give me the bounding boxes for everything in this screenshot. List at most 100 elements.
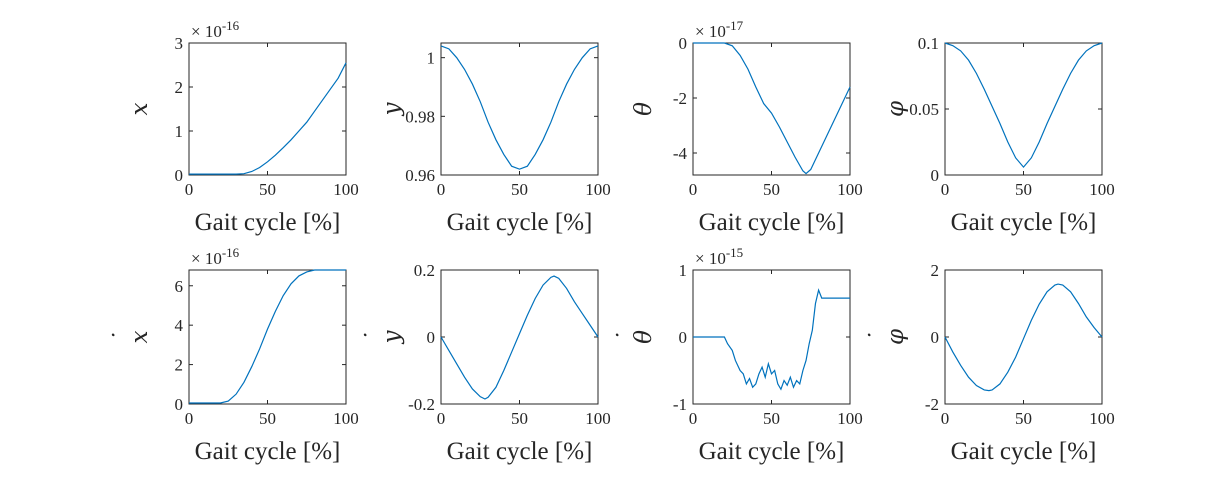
axes-box	[944, 269, 1103, 405]
y-axis-label: y˙	[362, 330, 405, 345]
svg-text:y: y	[379, 330, 405, 345]
y-tick-label: 2	[931, 261, 940, 280]
y-axis-label: φ	[883, 100, 909, 117]
y-axis-label: θ˙	[614, 330, 657, 344]
x-tick-label: 50	[259, 409, 276, 428]
series-line	[693, 288, 850, 391]
derivative-dot: ˙	[362, 331, 388, 343]
y-tick-label: -2	[673, 89, 687, 108]
y-tick-label: 0	[931, 328, 940, 347]
derivative-dot: ˙	[614, 331, 640, 343]
x-tick-label: 100	[1089, 180, 1115, 199]
y-tick-label: 0.2	[414, 261, 435, 280]
subplot-1: 0 50 100 0 1 2 3 × 10-16 Gait cycle [%] x	[127, 18, 359, 236]
series-line	[189, 62, 347, 175]
y-tick-label: 0	[175, 395, 184, 414]
axes-box	[440, 42, 599, 176]
series-line	[944, 42, 1103, 169]
y-tick-label: 2	[175, 78, 184, 97]
x-tick-label: 0	[941, 409, 950, 428]
y-tick-label: -2	[925, 395, 939, 414]
x-tick-label: 0	[437, 180, 446, 199]
x-axis-label: Gait cycle [%]	[195, 209, 341, 236]
x-axis-label: Gait cycle [%]	[699, 209, 845, 236]
y-tick-label: 3	[175, 34, 184, 53]
x-axis-label: Gait cycle [%]	[447, 438, 593, 465]
subplot-4: 0 50 100 0 0.05 0.1 Gait cycle [%] φ	[883, 34, 1115, 236]
series-line	[189, 269, 346, 404]
axis-exponent: × 10-16	[191, 245, 240, 268]
y-tick-label: 0	[679, 34, 688, 53]
svg-text:φ: φ	[883, 328, 909, 345]
x-tick-label: 0	[689, 409, 698, 428]
y-tick-label: 6	[175, 277, 184, 296]
axis-exponent: × 10-17	[695, 18, 744, 41]
subplot-5: 0 50 100 0 2 4 6 × 10-16 Gait cycle [%] x˙	[110, 245, 359, 465]
x-tick-label: 50	[1015, 180, 1032, 199]
axes-box	[188, 269, 347, 405]
svg-text:x: x	[127, 330, 153, 343]
x-tick-label: 50	[511, 180, 528, 199]
x-axis-label: Gait cycle [%]	[195, 438, 341, 465]
axis-exponent: × 10-16	[191, 18, 240, 41]
x-tick-label: 0	[437, 409, 446, 428]
y-tick-label: 0.96	[405, 166, 435, 185]
y-tick-label: -0.2	[408, 395, 435, 414]
x-tick-label: 0	[689, 180, 698, 199]
y-axis-label: x˙	[110, 330, 153, 343]
x-tick-label: 100	[585, 180, 611, 199]
x-tick-label: 50	[763, 180, 780, 199]
y-tick-label: -1	[673, 395, 687, 414]
svg-text:y: y	[379, 102, 405, 117]
derivative-dot: ˙	[866, 331, 892, 343]
y-axis-label: θ	[631, 102, 657, 116]
x-axis-label: Gait cycle [%]	[951, 438, 1097, 465]
x-tick-label: 100	[837, 409, 863, 428]
x-tick-label: 100	[585, 409, 611, 428]
y-axis-label: y	[379, 102, 405, 117]
series-line	[440, 275, 599, 400]
y-tick-label: 0	[175, 166, 184, 185]
y-tick-label: 0.1	[918, 34, 939, 53]
y-axis-label: φ˙	[866, 328, 909, 345]
derivative-dot: ˙	[110, 331, 136, 343]
x-tick-label: 100	[333, 409, 359, 428]
x-tick-label: 0	[185, 180, 194, 199]
y-tick-label: 0.98	[405, 107, 435, 126]
y-tick-label: 1	[427, 49, 436, 68]
axes-box	[440, 269, 599, 405]
y-tick-label: 1	[175, 122, 184, 141]
svg-text:φ: φ	[883, 100, 909, 117]
x-tick-label: 0	[185, 409, 194, 428]
subplot-2: 0 50 100 0.96 0.98 1 Gait cycle [%] y	[379, 42, 611, 236]
svg-text:x: x	[127, 102, 153, 115]
x-tick-label: 50	[763, 409, 780, 428]
x-tick-label: 50	[1015, 409, 1032, 428]
axis-exponent: × 10-15	[695, 245, 743, 268]
y-tick-label: 0	[427, 328, 436, 347]
y-tick-label: -4	[673, 144, 688, 163]
y-tick-label: 0	[679, 328, 688, 347]
y-tick-label: 0.05	[909, 100, 939, 119]
y-tick-label: 4	[175, 316, 184, 335]
axes-box	[692, 42, 851, 176]
x-tick-label: 100	[333, 180, 359, 199]
x-tick-label: 50	[259, 180, 276, 199]
x-tick-label: 0	[941, 180, 950, 199]
y-tick-label: 1	[679, 261, 688, 280]
series-line	[944, 283, 1103, 392]
subplot-3: 0 50 100 -4 -2 0 × 10-17 Gait cycle [%] θ	[631, 18, 863, 236]
x-tick-label: 50	[511, 409, 528, 428]
x-axis-label: Gait cycle [%]	[447, 209, 593, 236]
y-tick-label: 2	[175, 356, 184, 375]
svg-text:θ: θ	[631, 102, 657, 116]
x-axis-label: Gait cycle [%]	[951, 209, 1097, 236]
y-axis-label: x	[127, 102, 153, 115]
series-line	[693, 42, 851, 175]
x-axis-label: Gait cycle [%]	[699, 438, 845, 465]
svg-text:θ: θ	[631, 330, 657, 344]
x-tick-label: 100	[837, 180, 863, 199]
